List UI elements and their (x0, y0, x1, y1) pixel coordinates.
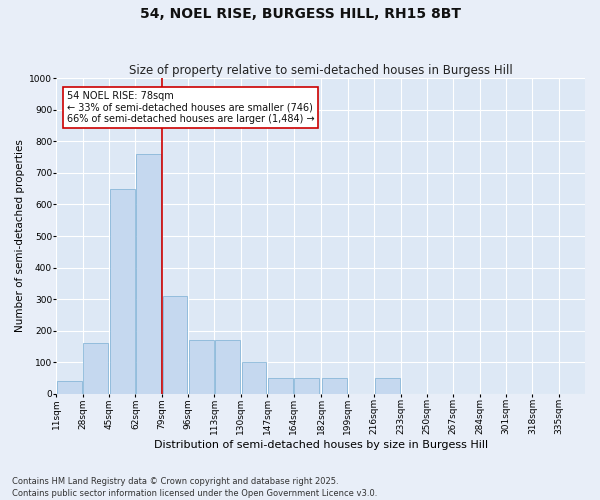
Bar (83, 344, 108, 394)
Title: Size of property relative to semi-detached houses in Burgess Hill: Size of property relative to semi-detach… (129, 64, 512, 77)
X-axis label: Distribution of semi-detached houses by size in Burgess Hill: Distribution of semi-detached houses by … (154, 440, 488, 450)
Bar (295, 378, 319, 394)
Bar (57, 382, 82, 394)
Bar (242, 362, 266, 394)
Bar (375, 378, 400, 394)
Bar (268, 378, 293, 394)
Bar (215, 340, 240, 394)
Bar (110, 188, 134, 394)
Text: Contains HM Land Registry data © Crown copyright and database right 2025.
Contai: Contains HM Land Registry data © Crown c… (12, 476, 377, 498)
Bar (189, 340, 214, 394)
Text: 54 NOEL RISE: 78sqm
← 33% of semi-detached houses are smaller (746)
66% of semi-: 54 NOEL RISE: 78sqm ← 33% of semi-detach… (67, 91, 314, 124)
Y-axis label: Number of semi-detached properties: Number of semi-detached properties (15, 140, 25, 332)
Bar (322, 378, 347, 394)
Text: 54, NOEL RISE, BURGESS HILL, RH15 8BT: 54, NOEL RISE, BURGESS HILL, RH15 8BT (139, 8, 461, 22)
Bar (163, 296, 187, 394)
Bar (136, 154, 161, 394)
